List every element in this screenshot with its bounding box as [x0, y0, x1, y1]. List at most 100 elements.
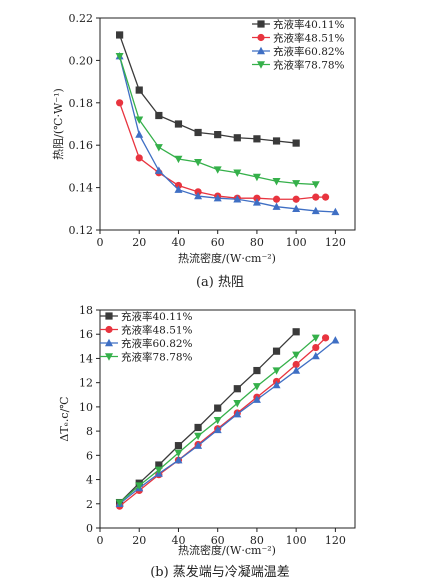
- panel-b-ylabel: ΔTₑ.c/℃: [58, 396, 71, 441]
- panel-a-series-0-point: [116, 31, 124, 39]
- panel-b-xlabel: 热流密度/(W·cm⁻²): [178, 543, 276, 557]
- panel-a-series-0-point: [135, 86, 143, 94]
- panel-b-series-0-point: [253, 366, 261, 375]
- panel-a-series-0-point: [233, 134, 241, 142]
- panel-a-series-3-point: [272, 178, 281, 186]
- panel-b-series-3-point: [233, 400, 242, 408]
- panel-b-series-0-point: [292, 328, 300, 336]
- panel-b-series-3-point: [154, 466, 163, 475]
- panel-b-ytick-label: 14: [79, 352, 93, 365]
- panel-a-ytick-label: 0.22: [69, 12, 94, 25]
- panel-b-series-3-point: [213, 417, 222, 425]
- panel-a-series-2-point: [135, 130, 144, 138]
- panel-a-xtick-label: 60: [211, 236, 225, 249]
- panel-b-series-1-point: [321, 334, 330, 342]
- panel-a-caption: (a) 热阻: [196, 275, 244, 290]
- panel-a-series-2-point: [331, 207, 340, 216]
- panel-a-series-1-point: [272, 195, 281, 203]
- panel-a-series-0-point: [272, 137, 281, 145]
- panel-b-legend-label: 充液率48.51%: [121, 324, 193, 337]
- panel-a-series-3-point: [135, 116, 144, 124]
- panel-a-ytick-label: 0.14: [69, 182, 94, 195]
- panel-a-series-3-point: [174, 155, 183, 164]
- panel-a-legend-marker: [257, 46, 265, 55]
- panel-b-ytick-label: 16: [79, 328, 93, 341]
- panel-b-series-2-point: [272, 380, 281, 389]
- panel-a-ticks: 0 20 40 60 80 100 120 0.12 0.14 0.16 0.18 0.20 0.22: [69, 12, 346, 249]
- panel-b-series-3-point: [252, 383, 261, 391]
- panel-a-series-2-point: [272, 202, 281, 210]
- panel-a-series-0-point: [253, 135, 261, 143]
- panel-a-series-3-point: [292, 180, 301, 188]
- panel-b-ytick-label: 0: [86, 522, 93, 535]
- panel-b-series-3-point: [115, 499, 124, 507]
- panel-b-ytick-label: 4: [86, 474, 93, 487]
- panel-b-xtick-label: 120: [325, 534, 346, 547]
- panel-a-series-1-point: [116, 99, 124, 107]
- panel-a-legend-label: 充液率78.78%: [273, 59, 345, 72]
- panel-b-series-1-point: [292, 360, 300, 369]
- panel-b-xtick-label: 80: [250, 534, 264, 547]
- panel-b-legend-label: 充液率60.82%: [121, 337, 193, 350]
- panel-b-series: [115, 328, 340, 510]
- panel-a-ylabel: 热阻/(℃·W⁻¹): [52, 88, 65, 160]
- panel-b-series-3-point: [174, 449, 183, 458]
- panel-a-series-2-point: [213, 194, 222, 202]
- panel-b-legend-label: 充液率78.78%: [121, 351, 193, 364]
- panel-b-series-0-point: [155, 461, 163, 469]
- panel-b-series-0-point: [272, 347, 281, 355]
- panel-a-ytick-label: 0.18: [69, 97, 94, 110]
- panel-b-legend-label: 充液率40.11%: [121, 310, 193, 323]
- panel-a-series-3-point: [311, 181, 320, 189]
- panel-b-caption: (b) 蒸发端与冷凝端温差: [150, 564, 290, 580]
- panel-a-xtick-label: 120: [325, 236, 346, 249]
- panel-a-series-0-point: [155, 111, 163, 120]
- panel-a-series: [115, 31, 340, 216]
- panel-a-legend-marker: [257, 20, 265, 28]
- panel-b: 0 20 40 60 80 100 120 0 2 4 6 8 10 12 14 16 18 充液率40.11%…: [58, 304, 356, 580]
- panel-b-series-0-point: [214, 404, 222, 412]
- panel-b-series-3-point: [194, 432, 203, 441]
- panel-a-series-2-point: [233, 195, 242, 203]
- panel-b-series-3-point: [292, 351, 301, 360]
- panel-b-ytick-label: 2: [86, 498, 93, 511]
- panel-b-series-3-point: [272, 367, 281, 375]
- panel-a-series-2-point: [194, 191, 203, 200]
- panel-b-legend-marker: [105, 338, 113, 347]
- panel-a-legend-marker: [257, 33, 265, 42]
- panel-b-xtick-label: 100: [286, 534, 307, 547]
- panel-a-series-2-point: [174, 185, 183, 193]
- panel-a-xtick-label: 20: [132, 236, 146, 249]
- panel-b-series-0-line: [119, 331, 297, 504]
- panel-a-series-0-point: [174, 120, 183, 128]
- panel-b-series-2-line: [119, 339, 336, 505]
- panel-a-series-3-point: [194, 158, 203, 167]
- panel-a-legend-label: 充液率60.82%: [273, 45, 345, 58]
- panel-a-xlabel: 热流密度/(W·cm⁻²): [178, 251, 276, 265]
- panel-b-xtick-label: 40: [171, 534, 185, 547]
- panel-a-legend-label: 充液率48.51%: [273, 32, 345, 45]
- panel-a-series-0-point: [292, 139, 300, 147]
- panel-b-ticks: 0 20 40 60 80 100 120 0 2 4 6 8 10 12 14 16 18: [79, 304, 346, 547]
- panel-a-xtick-label: 80: [250, 236, 264, 249]
- panel-a-xtick-label: 40: [171, 236, 185, 249]
- panel-a-ytick-label: 0.20: [69, 54, 94, 67]
- panel-b-series-2-point: [311, 351, 320, 360]
- panel-b-legend-marker: [105, 312, 113, 320]
- panel-b-series-3-point: [311, 334, 320, 343]
- panel-b-ytick-label: 10: [79, 401, 93, 414]
- panel-a-legend: 充液率40.11%充液率48.51%充液率60.82%充液率78.78%: [252, 18, 345, 72]
- panel-b-plot-frame: [99, 309, 356, 529]
- panel-b-series-2-point: [233, 409, 242, 418]
- panel-b-series-2-point: [252, 395, 261, 403]
- panel-b-series-2-point: [292, 366, 301, 374]
- panel-a-series-2-point: [292, 204, 301, 212]
- panel-a-series-2-point: [311, 206, 320, 215]
- panel-a-series-2-line: [118, 56, 336, 213]
- panel-a-series-1-point: [194, 188, 202, 196]
- panel-a-ytick-label: 0.12: [69, 224, 94, 237]
- panel-b-series-2-point: [174, 455, 183, 464]
- panel-a-series-1-point: [135, 154, 143, 162]
- panel-a-series-3-point: [213, 166, 222, 174]
